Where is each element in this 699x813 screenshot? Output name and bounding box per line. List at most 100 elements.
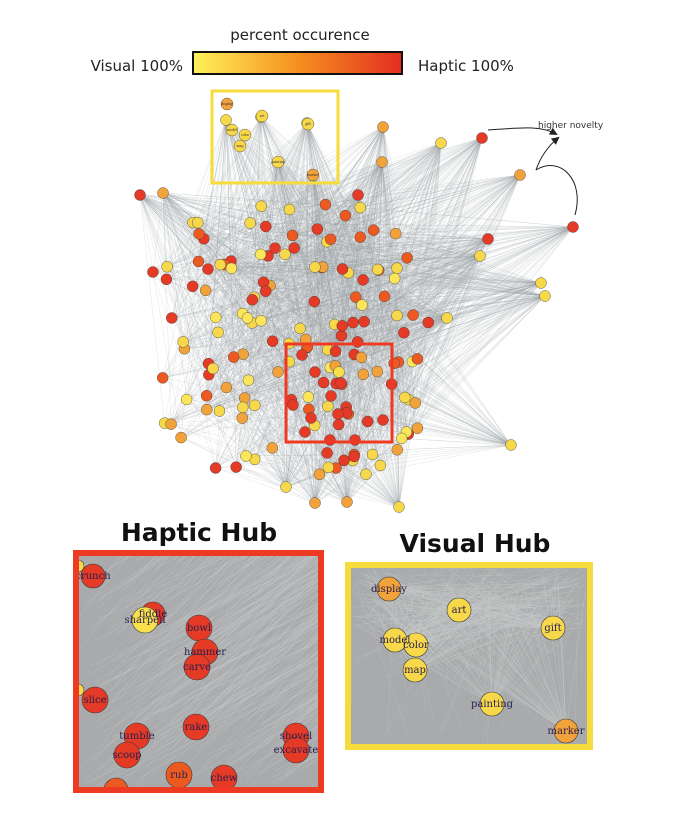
network-node: [567, 221, 579, 233]
visual-hub-edge: [509, 601, 583, 700]
network-node: [411, 353, 424, 365]
visual-hub-title: Visual Hub: [400, 529, 551, 558]
haptic-hub-frame: [73, 550, 324, 793]
network-node: [361, 415, 374, 428]
haptic-hub-edge: [255, 619, 319, 667]
network-edge: [396, 255, 481, 269]
network-edge: [284, 254, 546, 297]
network-edge: [377, 296, 385, 372]
network-edge: [348, 255, 481, 415]
network-edge: [192, 286, 546, 297]
network-edge: [260, 116, 408, 258]
haptic-hub-edge: [113, 561, 228, 687]
haptic-hub-edge: [259, 685, 319, 712]
network-edge: [254, 122, 308, 406]
network-edge: [206, 358, 418, 396]
network-edge: [230, 142, 442, 262]
visual-hub-edge: [379, 582, 562, 603]
haptic-hub-edge: [184, 559, 319, 620]
network-node: [209, 462, 222, 474]
visual-hub-edge: [418, 577, 548, 641]
network-edge: [346, 322, 429, 503]
network-edge: [408, 399, 512, 446]
haptic-hub-edge: [94, 555, 169, 604]
network-node: [348, 450, 360, 463]
network-edge: [224, 174, 314, 265]
network-edge: [219, 264, 225, 412]
network-edge: [199, 194, 359, 235]
network-edge: [186, 126, 384, 400]
network-node: [389, 227, 402, 240]
haptic-hub-edge: [265, 555, 295, 577]
network-edge: [272, 447, 367, 475]
haptic-hub-edge: [80, 632, 250, 768]
network-edge: [272, 447, 348, 503]
network-node: [377, 414, 389, 426]
network-edge: [334, 255, 481, 325]
network-edge: [285, 474, 320, 488]
visual-hub-edge: [460, 579, 567, 732]
visual-hub-edge: [480, 589, 512, 640]
haptic-hub-edge: [161, 573, 272, 668]
network-edge: [352, 295, 546, 461]
haptic-hub-node-label: rub: [170, 770, 188, 781]
network-edge: [360, 237, 489, 240]
network-node: [347, 316, 359, 329]
network-edge: [335, 295, 546, 352]
visual-hub-edge: [407, 573, 545, 698]
network-edge: [162, 192, 247, 457]
network-edge: [267, 255, 363, 306]
visual-hub-edge: [484, 595, 559, 744]
network-edge: [412, 238, 489, 316]
network-edge: [167, 266, 348, 503]
haptic-hub-edge: [224, 555, 291, 611]
visual-hub-node-label: painting: [471, 699, 514, 710]
network-edge: [167, 161, 383, 267]
haptic-hub-edge: [193, 629, 319, 746]
haptic-hub-edge: [101, 650, 249, 734]
haptic-hub-edge: [99, 555, 171, 600]
network-edge: [139, 194, 172, 319]
network-edge: [274, 248, 301, 329]
network-node: [260, 285, 272, 297]
novelty-arrow-1: [487, 127, 558, 135]
visual-hub-edge: [386, 603, 567, 732]
haptic-hub-edge: [156, 555, 244, 641]
visual-hub-edge: [394, 570, 426, 641]
haptic-hub-edge: [220, 692, 319, 767]
haptic-hub-edge: [161, 579, 319, 739]
haptic-hub-edge: [212, 578, 319, 711]
network-edge: [171, 365, 336, 425]
network-edge: [152, 238, 204, 273]
network-edge: [372, 142, 442, 455]
network-edge: [261, 255, 481, 321]
network-edge: [314, 414, 349, 504]
haptic-hub-edge: [208, 591, 298, 680]
network-edge: [218, 204, 326, 333]
haptic-hub-edge: [214, 601, 315, 702]
network-node: [166, 312, 178, 324]
network-edge: [330, 367, 512, 446]
network-edge: [225, 119, 290, 344]
network-edge: [272, 238, 489, 342]
haptic-hub-edge: [279, 708, 319, 746]
haptic-hub-edge: [276, 687, 319, 724]
network-edge: [181, 437, 316, 504]
network-edge: [328, 238, 489, 468]
haptic-hub-edge: [121, 621, 266, 786]
haptic-hub-edge: [224, 608, 319, 697]
network-edge: [206, 317, 248, 410]
haptic-hub-edge: [123, 555, 164, 586]
network-edge: [346, 397, 405, 503]
network-edge: [306, 278, 395, 348]
network-edge: [294, 247, 398, 316]
network-edge: [248, 380, 328, 407]
network-edge: [215, 226, 266, 318]
visual-hub-edge: [475, 615, 493, 705]
network-edge: [314, 267, 418, 429]
haptic-hub-edge: [99, 555, 160, 600]
network-node: [399, 391, 411, 404]
network-node: [311, 223, 324, 235]
network-node: [241, 312, 254, 324]
haptic-hub-edge: [214, 704, 319, 776]
